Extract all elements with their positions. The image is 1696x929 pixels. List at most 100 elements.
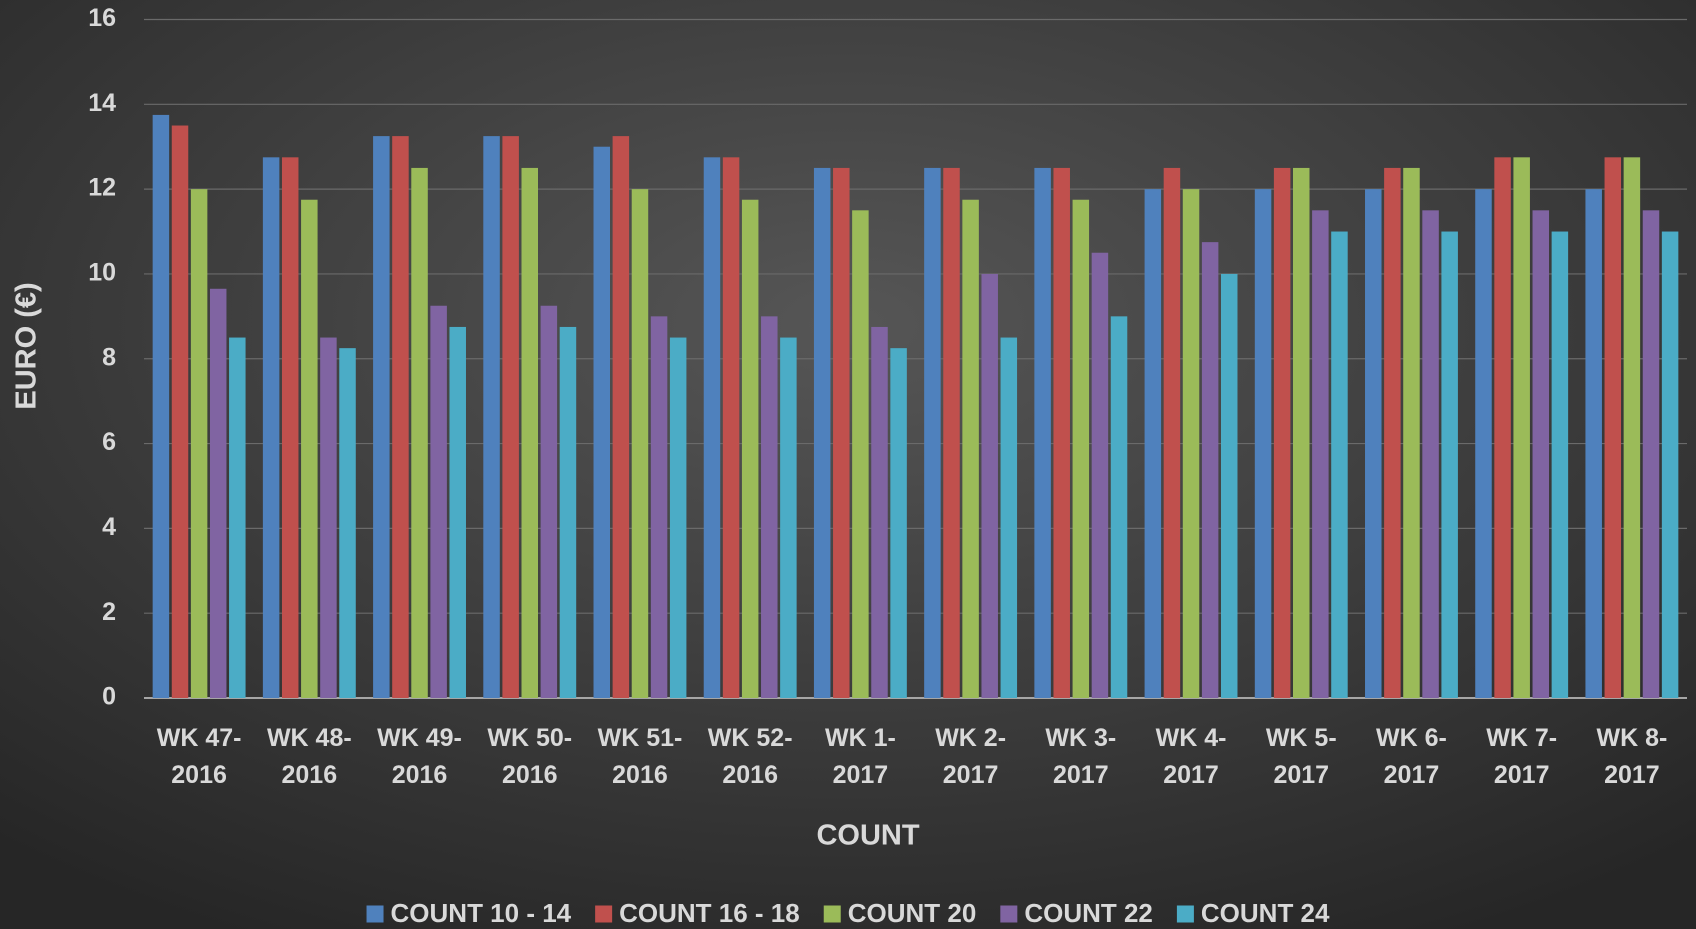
bar [1422, 210, 1439, 698]
bar [1072, 199, 1090, 698]
bar [229, 337, 246, 698]
y-tick-label: 14 [88, 89, 116, 117]
bar [1513, 157, 1530, 698]
bar [741, 199, 759, 698]
bar [1254, 189, 1272, 698]
x-tick-label: WK 4-2017 [1156, 724, 1227, 789]
bar [1441, 231, 1458, 698]
x-tick-label: WK 50-2016 [487, 724, 572, 789]
x-tick-label: WK 7-2017 [1486, 724, 1557, 789]
y-tick-label: 12 [88, 174, 116, 202]
x-tick-label: WK 49-2016 [377, 724, 462, 789]
legend-label: COUNT 22 [1024, 898, 1153, 928]
x-tick-label: WK 52-2016 [708, 724, 793, 789]
x-tick-label: WK 6-2017 [1376, 724, 1447, 789]
bar [1034, 167, 1051, 698]
bar [521, 167, 538, 698]
legend-label: COUNT 24 [1201, 898, 1330, 928]
y-tick-label: 0 [102, 683, 116, 711]
bar [1163, 167, 1181, 698]
x-axis-title: COUNT [816, 820, 919, 852]
bar [761, 316, 778, 698]
bar [301, 199, 318, 698]
bar [1293, 167, 1310, 698]
bar [852, 210, 869, 698]
bar [171, 125, 189, 698]
bar [650, 316, 668, 698]
bar [1585, 189, 1602, 698]
x-tick-label: WK 8-2017 [1596, 724, 1667, 789]
bar [1220, 273, 1238, 698]
bar [890, 348, 907, 698]
y-tick-label: 6 [102, 428, 116, 456]
bar [833, 167, 850, 698]
legend-swatch [823, 905, 841, 923]
bar [1053, 167, 1070, 698]
bar [924, 167, 941, 698]
bar [669, 337, 687, 698]
bar [190, 189, 208, 698]
legend-swatch [1176, 905, 1194, 923]
bar [339, 348, 356, 698]
bar [1365, 189, 1382, 698]
bar [1661, 231, 1679, 698]
legend-swatch [595, 905, 613, 923]
bar [411, 167, 428, 698]
y-tick-label: 4 [102, 513, 116, 541]
legend: COUNT 10 - 14 COUNT 16 - 18 COUNT 20 COUNT … [366, 898, 1330, 928]
x-tick-label: WK 47-2016 [157, 724, 242, 789]
bar [780, 337, 797, 698]
bar [1312, 210, 1329, 698]
x-tick-label: WK 2-2017 [935, 724, 1006, 789]
bar [449, 326, 466, 698]
legend-swatch [366, 905, 384, 923]
bar [559, 326, 577, 698]
bar [1604, 157, 1622, 698]
bar [320, 337, 337, 698]
x-tick-label: WK 1-2017 [825, 724, 896, 789]
bar [1091, 252, 1109, 698]
legend-label: COUNT 10 - 14 [391, 898, 572, 928]
bar [943, 167, 960, 698]
bar [612, 136, 630, 698]
bar [871, 326, 888, 698]
bar [392, 136, 409, 698]
bar [373, 136, 390, 698]
bar [1000, 337, 1018, 698]
bar [540, 305, 558, 698]
bar [593, 146, 611, 698]
bar [1201, 242, 1219, 698]
bar [1110, 316, 1128, 698]
x-tick-label: WK 5-2017 [1266, 724, 1337, 789]
legend-label: COUNT 16 - 18 [619, 898, 800, 928]
bar [722, 157, 740, 698]
x-tick-label: WK 51-2016 [598, 724, 683, 789]
bar [1475, 189, 1492, 698]
bar [1144, 189, 1162, 698]
bar [1384, 167, 1401, 698]
y-axis-title: EURO (€) [11, 282, 43, 409]
bars [152, 114, 1679, 698]
legend-label: COUNT 20 [848, 898, 977, 928]
bar [962, 199, 979, 698]
legend-swatch [1000, 905, 1018, 923]
y-tick-label: 2 [102, 598, 116, 626]
bar [152, 114, 170, 698]
bar [483, 136, 500, 698]
bar [1182, 189, 1200, 698]
bar [1273, 167, 1291, 698]
bar [502, 136, 519, 698]
bar [430, 305, 447, 698]
bar [1532, 210, 1550, 698]
bar [631, 189, 649, 698]
bar [981, 273, 998, 698]
bar [262, 157, 280, 698]
y-tick-label: 16 [88, 4, 116, 32]
bar [1494, 157, 1511, 698]
x-tick-label: WK 48-2016 [267, 724, 352, 789]
bar [703, 157, 721, 698]
x-tick-label: WK 3-2017 [1045, 724, 1116, 789]
bar [1642, 210, 1660, 698]
bar [209, 288, 227, 698]
bar [1403, 167, 1420, 698]
